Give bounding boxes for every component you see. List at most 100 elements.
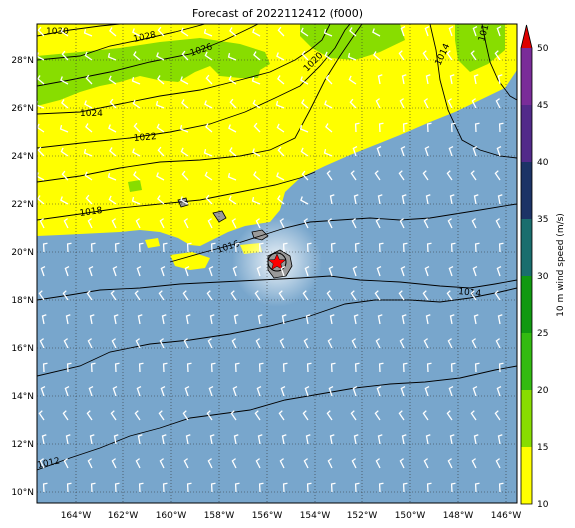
wind-barb	[162, 482, 168, 493]
wind-barb	[351, 458, 357, 469]
wind-barb	[423, 98, 429, 109]
wind-barb	[301, 170, 309, 181]
lon-tick: 164°W	[61, 511, 92, 521]
wind-barb	[326, 410, 333, 421]
wind-barb	[253, 51, 261, 61]
lat-tick: 22°N	[11, 200, 34, 210]
wind-barb	[179, 124, 189, 133]
wind-barb	[449, 74, 455, 85]
wind-barb	[203, 28, 213, 37]
wind-barb	[279, 338, 285, 349]
map-frame	[36, 23, 518, 504]
wind-barb	[205, 123, 213, 133]
lat-tick: 26°N	[11, 104, 34, 114]
wind-barb	[330, 242, 336, 253]
wind-barb	[495, 98, 501, 109]
lat-tick: 28°N	[11, 56, 34, 66]
wind-barb	[230, 410, 237, 421]
wind-barb	[185, 434, 191, 445]
wind-barb	[257, 434, 263, 445]
wind-barb	[426, 362, 432, 373]
wind-barb	[64, 266, 70, 277]
colorbar-outline	[520, 24, 533, 505]
wind-barb	[424, 266, 430, 277]
latitude-ticks: 28°N 26°N 24°N 22°N 20°N 18°N 16°N 14°N …	[11, 56, 34, 498]
wind-barb	[210, 362, 216, 373]
wind-barb	[400, 146, 406, 157]
wind-barb	[422, 50, 429, 61]
wind-barb	[494, 290, 501, 301]
wind-barb	[398, 170, 405, 181]
wind-barb	[108, 124, 117, 133]
storm-star-icon	[267, 253, 287, 271]
wind-barb	[399, 218, 405, 229]
wind-barb	[183, 218, 189, 229]
wind-barb	[377, 194, 383, 205]
wind-barb	[328, 266, 334, 277]
wind-barb	[63, 338, 69, 349]
wind-barb	[350, 170, 357, 181]
wind-barb	[304, 266, 310, 277]
wind-barb	[424, 146, 430, 157]
wind-barb	[374, 170, 381, 181]
wind-barb	[134, 410, 141, 421]
wind-barb	[108, 195, 117, 205]
wind-barb	[161, 314, 167, 325]
wind-barb	[402, 122, 408, 133]
wind-barb	[159, 218, 165, 229]
wind-barb	[256, 386, 262, 397]
wind-barb	[277, 195, 285, 205]
wind-barb	[399, 458, 405, 469]
wind-barb	[180, 76, 189, 85]
wind-barb	[470, 50, 477, 61]
wind-barb	[231, 218, 237, 229]
wind-barb	[425, 434, 431, 445]
wind-barb	[38, 410, 45, 421]
wind-barb	[232, 386, 238, 397]
wind-barb	[280, 266, 286, 277]
wind-barb	[89, 314, 95, 325]
wind-barb	[401, 74, 407, 85]
lon-tick: 156°W	[252, 511, 283, 521]
wind-barb	[136, 266, 142, 277]
wind-barb	[329, 194, 335, 205]
wind-barb	[208, 386, 214, 397]
wind-barb	[184, 266, 190, 277]
wind-barb	[422, 290, 429, 301]
wind-barb	[401, 314, 407, 325]
colorbar-segment	[521, 105, 532, 162]
colorbar-tick: 30	[537, 272, 549, 282]
wind-barb	[85, 74, 93, 85]
wind-barb	[132, 28, 141, 37]
isobar-label: 1030	[46, 27, 69, 37]
wind-barb	[278, 290, 285, 301]
wind-barb	[156, 123, 165, 133]
lon-tick: 160°W	[156, 511, 187, 521]
wind-barb	[378, 482, 384, 493]
wind-barb	[301, 99, 309, 109]
wind-barb	[353, 434, 359, 445]
wind-barb	[472, 386, 478, 397]
wind-barb	[66, 362, 72, 373]
wind-barb	[350, 290, 357, 301]
colorbar-tick: 10	[537, 500, 549, 510]
isobar-1012-ne	[481, 24, 517, 101]
wind-barb	[449, 434, 455, 445]
wind-barb	[186, 362, 192, 373]
isobar-1014-ne	[429, 24, 517, 159]
wind-barb	[352, 146, 358, 157]
wind-barb	[450, 242, 456, 253]
storm-center-ring	[267, 252, 287, 272]
wind-barb	[376, 266, 382, 277]
wind-barb	[156, 172, 165, 181]
colorbar-tick: 40	[537, 158, 549, 168]
wind-barb	[111, 218, 117, 229]
wind-barb	[306, 482, 312, 493]
wind-barb	[114, 242, 120, 253]
wind-barb	[229, 147, 237, 157]
colorbar-segment	[521, 390, 532, 447]
isobar-1014	[37, 275, 517, 301]
wind-speed-yellow-patch	[145, 238, 160, 248]
wind-barb	[423, 218, 429, 229]
